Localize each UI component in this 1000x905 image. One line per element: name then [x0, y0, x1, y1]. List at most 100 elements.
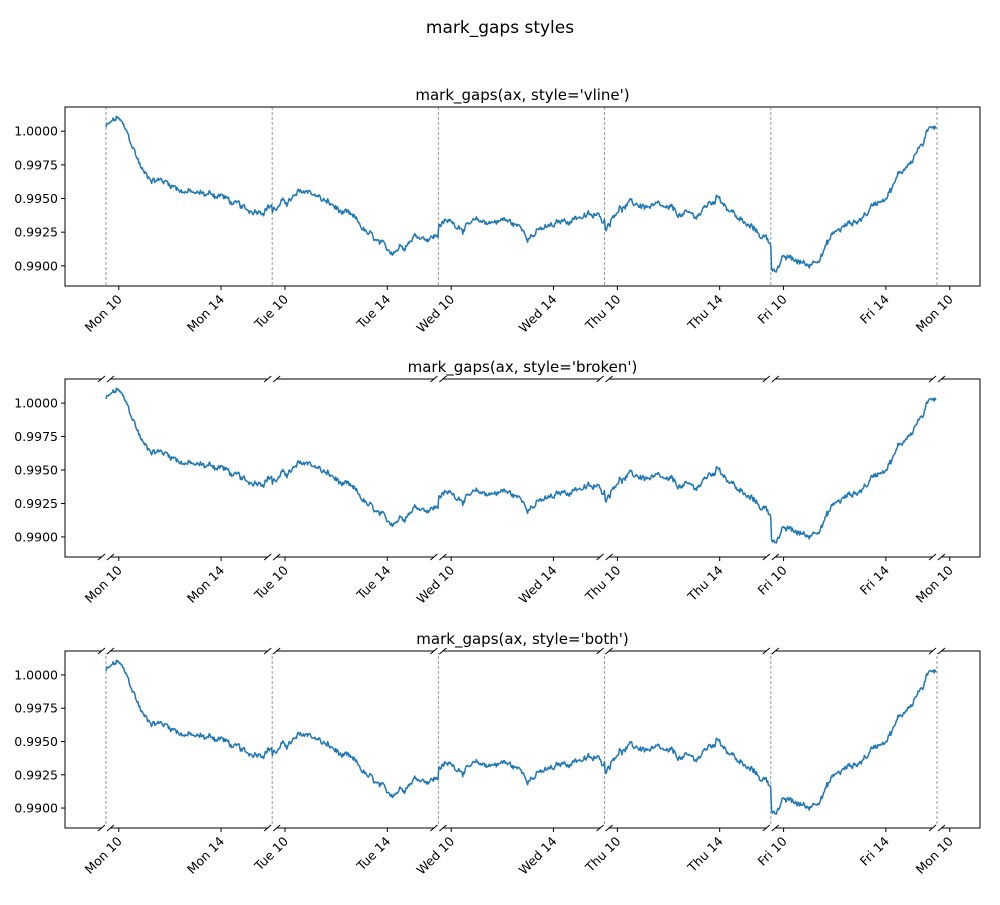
axes-frame [64, 106, 981, 287]
axis-break-gap [102, 377, 110, 381]
axis-break-gap [933, 826, 941, 830]
axis-break-gap [766, 826, 775, 830]
axis-break-gap [933, 555, 941, 559]
axis-break-marker [430, 375, 438, 383]
axis-break-marker [928, 553, 937, 561]
y-tick-label: 1.0000 [14, 667, 58, 682]
axis-break-marker [263, 647, 272, 655]
axis-break-marker [97, 375, 106, 383]
axis-break-gap [766, 649, 775, 653]
axis-break-gap [600, 649, 609, 653]
axis-break-gap [434, 826, 443, 830]
y-tick-label: 0.9950 [14, 463, 58, 478]
axis-break-marker [605, 824, 613, 832]
chart-title: mark_gaps(ax, style='broken') [408, 358, 638, 377]
axis-break-gap [102, 649, 110, 653]
axis-break-marker [430, 647, 438, 655]
axis-break-marker [263, 375, 272, 383]
axis-break-gap [933, 649, 941, 653]
axis-break-marker [596, 647, 604, 655]
axis-break-gap [434, 649, 443, 653]
figure-suptitle: mark_gaps styles [426, 18, 574, 38]
y-tick-label: 0.9975 [14, 429, 58, 444]
series-line [105, 387, 937, 544]
axis-break-marker [937, 375, 946, 383]
axis-break-gap [268, 555, 277, 559]
axis-break-marker [596, 375, 604, 383]
axis-break-marker [928, 647, 937, 655]
axis-break-marker [596, 824, 604, 832]
axis-break-marker [263, 553, 272, 561]
axis-break-marker [106, 375, 115, 383]
axis-break-marker [928, 375, 937, 383]
y-tick-label: 0.9975 [14, 701, 58, 716]
axis-break-gap [434, 377, 443, 381]
y-tick-label: 0.9975 [14, 157, 58, 172]
y-tick-label: 0.9950 [14, 191, 58, 206]
axis-break-marker [928, 824, 937, 832]
axis-break-marker [97, 647, 106, 655]
axis-break-marker [97, 824, 106, 832]
chart-title: mark_gaps(ax, style='vline') [415, 86, 629, 105]
axis-break-marker [272, 647, 281, 655]
axis-break-gap [600, 377, 609, 381]
y-tick-label: 0.9900 [14, 529, 58, 544]
axis-break-marker [771, 647, 780, 655]
axis-break-marker [762, 824, 771, 832]
axis-break-marker [430, 824, 438, 832]
axis-break-marker [263, 824, 272, 832]
axis-break-marker [106, 647, 115, 655]
axis-break-marker [272, 553, 281, 561]
axis-break-marker [762, 375, 771, 383]
chart-title: mark_gaps(ax, style='both') [416, 630, 628, 649]
axis-break-marker [439, 553, 447, 561]
axis-break-marker [439, 824, 447, 832]
axis-break-marker [439, 647, 447, 655]
y-tick-label: 0.9900 [14, 801, 58, 816]
axis-break-gap [102, 826, 110, 830]
y-tick-label: 1.0000 [14, 124, 58, 139]
axis-break-gap [933, 377, 941, 381]
series-line [105, 115, 937, 273]
axis-break-marker [771, 824, 780, 832]
axis-break-marker [605, 553, 613, 561]
y-tick-label: 0.9925 [14, 496, 58, 511]
axis-break-gap [268, 826, 277, 830]
axis-break-marker [439, 375, 447, 383]
y-tick-label: 0.9925 [14, 767, 58, 782]
series-line [105, 659, 937, 815]
axis-break-marker [430, 553, 438, 561]
axis-break-gap [102, 555, 110, 559]
y-tick-label: 0.9950 [14, 734, 58, 749]
axis-break-marker [771, 375, 780, 383]
axis-break-marker [762, 553, 771, 561]
axis-break-marker [272, 375, 281, 383]
axis-break-gap [434, 555, 443, 559]
axis-break-gap [600, 555, 609, 559]
axis-break-marker [106, 553, 115, 561]
axes-frame [64, 650, 981, 829]
axis-break-marker [937, 824, 946, 832]
axis-break-marker [937, 553, 946, 561]
y-tick-label: 0.9925 [14, 225, 58, 240]
y-tick-label: 0.9900 [14, 258, 58, 273]
axis-break-marker [762, 647, 771, 655]
axis-break-marker [605, 647, 613, 655]
axis-break-gap [268, 377, 277, 381]
axis-break-gap [766, 555, 775, 559]
axis-break-marker [106, 824, 115, 832]
axis-break-marker [771, 553, 780, 561]
axis-break-marker [272, 824, 281, 832]
y-tick-label: 1.0000 [14, 396, 58, 411]
axis-break-gap [600, 826, 609, 830]
axis-break-gap [766, 377, 775, 381]
axis-break-gap [268, 649, 277, 653]
axis-break-marker [596, 553, 604, 561]
axis-break-marker [605, 375, 613, 383]
axis-break-marker [97, 553, 106, 561]
axis-break-marker [937, 647, 946, 655]
axes-frame [64, 378, 981, 558]
